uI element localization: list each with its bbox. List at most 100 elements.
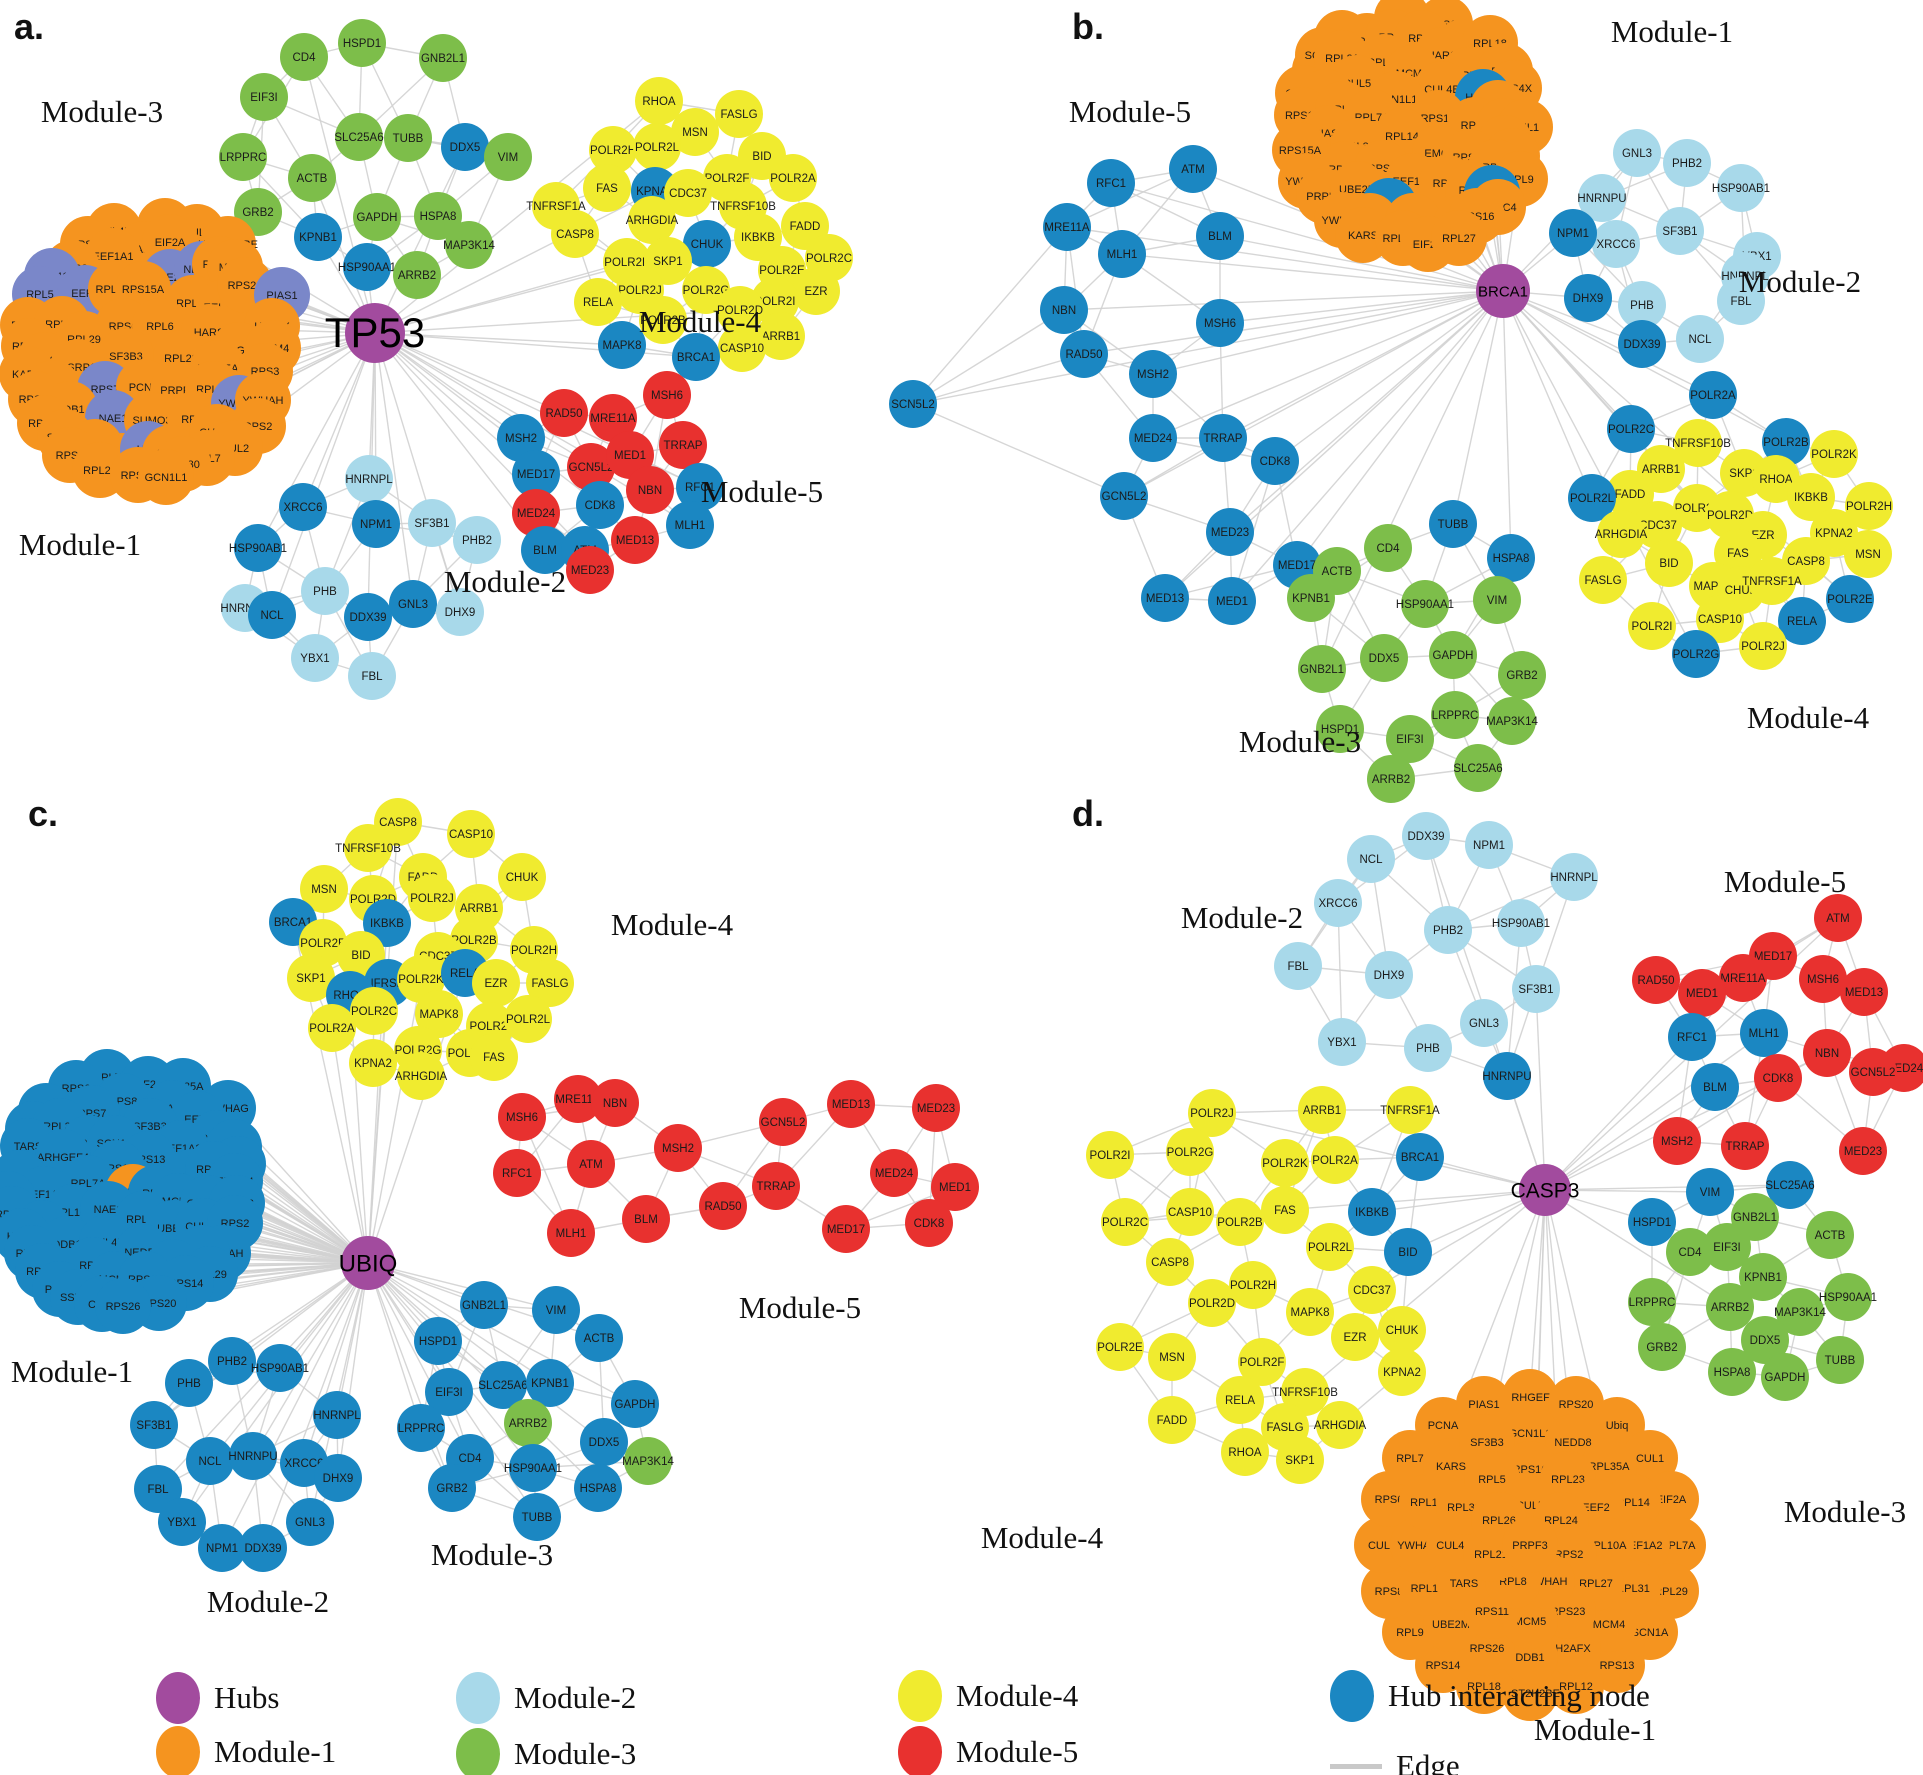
node-label: DHX9	[1374, 970, 1405, 982]
network-node-map3k14	[1776, 1288, 1824, 1336]
network-node-polr2b	[639, 296, 687, 344]
node-label: MRE11A	[1720, 973, 1765, 985]
network-node-trrap	[1199, 414, 1247, 462]
network-node-blm	[622, 1195, 670, 1243]
network-node-cd4	[1666, 1228, 1714, 1276]
edge	[1121, 253, 1504, 292]
network-node-polr2l	[633, 123, 681, 171]
network-node-hnrnpu	[1578, 174, 1626, 222]
node-label: NAE1	[94, 1204, 123, 1216]
network-node-phb	[165, 1359, 213, 1407]
node-label: RELA	[583, 297, 613, 309]
legend-label: Edge	[1396, 1748, 1460, 1775]
node-label: FADD	[790, 221, 821, 233]
edge	[303, 1262, 369, 1464]
node-label: ATM	[1826, 913, 1849, 925]
node-label: POLR2H	[1230, 1280, 1276, 1292]
node-label: VIM	[498, 152, 518, 164]
node-label: RHOA	[642, 96, 676, 108]
node-label: POLR2E	[300, 938, 346, 950]
node-label: FAS	[596, 183, 618, 195]
network-node-faslg	[715, 90, 763, 138]
node-label: MAP3K14	[1486, 716, 1538, 728]
network-node-hnrnpu	[229, 1432, 277, 1480]
network-node-msn	[1148, 1333, 1196, 1381]
network-node-cdc37	[1634, 501, 1682, 549]
network-node-map3k14	[624, 1437, 672, 1485]
edge	[1502, 290, 1714, 396]
node-label: SKP1	[1285, 1455, 1314, 1467]
node-label: MED17	[517, 469, 555, 481]
network-node-med23	[1839, 1127, 1887, 1175]
network-node-fas	[1714, 529, 1762, 577]
edge	[1296, 290, 1504, 566]
network-node-fbl	[134, 1465, 182, 1513]
network-node-hsp90ab1	[234, 524, 282, 572]
network-node-rad50	[540, 389, 588, 437]
node-label: CD4	[1376, 543, 1400, 555]
node-label: EIF3I	[1713, 1242, 1740, 1254]
node-label: SLC25A6	[478, 1380, 527, 1392]
edge	[367, 1262, 636, 1405]
edge	[349, 994, 369, 1264]
network-node-kpna2	[1378, 1348, 1426, 1396]
node-label: POLR2B	[451, 935, 497, 947]
network-node-arrb2	[393, 251, 441, 299]
node-label: RPS23	[1551, 1606, 1586, 1618]
node-label: ACTB	[584, 1333, 615, 1345]
node-label: SF3B1	[136, 1420, 171, 1432]
network-node-ddx39	[1618, 320, 1666, 368]
network-node-lrpprc	[1431, 691, 1479, 739]
node-label: HSP90AA1	[1819, 1292, 1877, 1304]
node-label: HSP90AB1	[1492, 918, 1550, 930]
node-label: GCN5L2	[1851, 1067, 1896, 1079]
network-node-polr2c	[1101, 1198, 1149, 1246]
network-node-msh6	[498, 1093, 546, 1141]
network-node-gnb2l1	[419, 34, 467, 82]
edge	[1219, 235, 1504, 292]
network-node-rfc1	[676, 463, 724, 511]
network-node-tnfrsf1a	[1386, 1086, 1434, 1134]
edge	[374, 332, 461, 613]
network-node-polr2c	[1607, 405, 1655, 453]
network-node-dhx9	[1365, 951, 1413, 999]
node-label: MAPK8	[1291, 1307, 1330, 1319]
network-node-arrb1	[757, 312, 805, 360]
module-label: Module-4	[1746, 700, 1870, 735]
node-label: MSH6	[1807, 974, 1839, 986]
network-node-polr2a	[769, 154, 817, 202]
node-label: IKBKB	[741, 232, 775, 244]
legend-label: Hub interacting node	[1388, 1678, 1650, 1713]
edge	[912, 403, 1125, 497]
node-label: FASLG	[1266, 1422, 1303, 1434]
network-node-ddx5	[1741, 1316, 1789, 1364]
panel-letter: c.	[28, 793, 59, 834]
node-label: RPL29	[1654, 1586, 1688, 1598]
legend-swatch-module-2	[456, 1672, 500, 1724]
edge	[252, 1262, 369, 1457]
network-node-polr2h	[1229, 1261, 1277, 1309]
node-label: HSP90AA1	[504, 1463, 562, 1475]
legend-label: Module-1	[214, 1734, 337, 1769]
node-label: POLR2J	[410, 893, 453, 905]
node-label: HNRNPU	[1577, 193, 1626, 205]
node-label: MSN	[1159, 1352, 1185, 1364]
node-label: HSPD1	[1321, 724, 1359, 736]
legend-label: Module-5	[956, 1734, 1079, 1769]
node-label: CASP8	[1151, 1257, 1189, 1269]
node-label: PCNA	[1428, 1420, 1459, 1432]
node-label: CD4	[1678, 1247, 1702, 1259]
module-label: Module-5	[700, 474, 824, 509]
network-node-med24	[1129, 414, 1177, 462]
node-label: POLR2G	[683, 285, 730, 297]
network-node-ikbkb	[1787, 473, 1835, 521]
node-label: DDX39	[244, 1543, 281, 1555]
legend-item: Edge	[1330, 1748, 1460, 1775]
network-node-hspa8	[574, 1464, 622, 1512]
node-label: TNFRSF10B	[335, 843, 401, 855]
network-node-vim	[1686, 1168, 1734, 1216]
network-node-ybx1	[1318, 1018, 1366, 1066]
node-label: HSPA8	[1493, 553, 1530, 565]
node-label: ACTB	[1815, 1230, 1846, 1242]
edge	[374, 332, 565, 414]
